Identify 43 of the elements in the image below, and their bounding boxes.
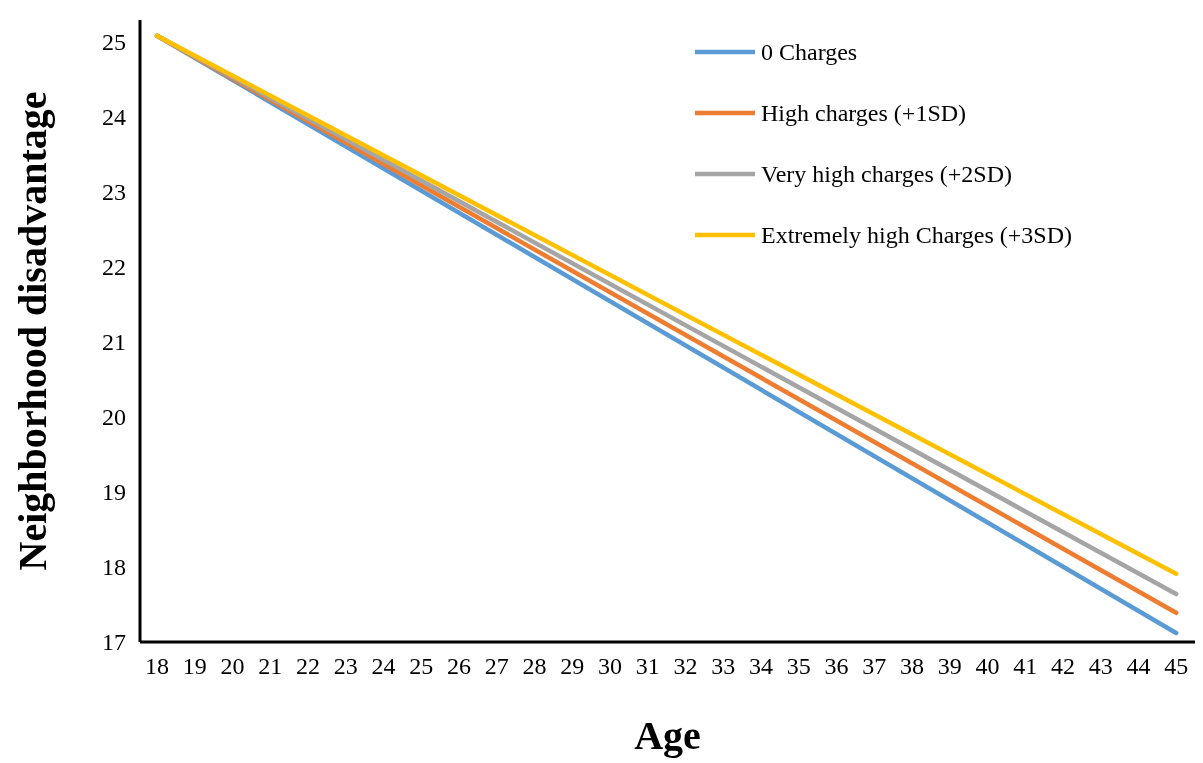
legend-label: Very high charges (+2SD): [761, 161, 1013, 187]
x-tick-label: 31: [635, 653, 660, 679]
x-axis-title: Age: [634, 713, 701, 758]
legend-label: 0 Charges: [761, 39, 858, 65]
x-tick-label: 40: [975, 653, 1000, 679]
x-tick-label: 28: [522, 653, 547, 679]
y-tick-label: 22: [102, 254, 126, 281]
x-tick-label: 45: [1164, 653, 1189, 679]
x-tick-label: 21: [258, 653, 283, 679]
y-axis-title: Neighborhood disadvantage: [10, 91, 55, 571]
x-tick-label: 29: [560, 653, 585, 679]
y-tick-label: 17: [102, 629, 126, 655]
x-tick-label: 24: [371, 653, 396, 679]
y-tick-label: 21: [102, 329, 126, 356]
x-tick-label: 43: [1088, 653, 1113, 679]
x-tick-label: 34: [748, 653, 773, 679]
y-tick-label: 19: [102, 479, 126, 506]
x-tick-label: 41: [1013, 653, 1038, 679]
x-tick-label: 25: [409, 653, 434, 679]
x-tick-label: 19: [182, 653, 207, 679]
y-tick-label: 24: [102, 104, 126, 131]
x-tick-label: 44: [1126, 653, 1151, 679]
x-tick-label: 26: [446, 653, 471, 679]
y-tick-label: 23: [102, 179, 126, 206]
x-tick-label: 33: [711, 653, 736, 679]
x-tick-label: 20: [220, 653, 245, 679]
x-tick-label: 18: [144, 653, 169, 679]
x-tick-label: 36: [824, 653, 849, 679]
x-tick-label: 27: [484, 653, 509, 679]
x-tick-label: 23: [333, 653, 358, 679]
x-tick-label: 39: [937, 653, 962, 679]
x-tick-label: 37: [862, 653, 887, 679]
y-tick-label: 18: [102, 554, 126, 581]
x-tick-label: 35: [786, 653, 811, 679]
x-tick-label: 30: [597, 653, 622, 679]
x-tick-label: 22: [295, 653, 320, 679]
legend-label: Extremely high Charges (+3SD): [761, 222, 1073, 248]
legend-label: High charges (+1SD): [761, 100, 967, 126]
x-tick-label: 42: [1050, 653, 1075, 679]
x-tick-label: 32: [673, 653, 698, 679]
y-tick-label: 20: [102, 404, 126, 431]
x-tick-label: 38: [899, 653, 924, 679]
y-tick-label: 25: [102, 29, 126, 56]
